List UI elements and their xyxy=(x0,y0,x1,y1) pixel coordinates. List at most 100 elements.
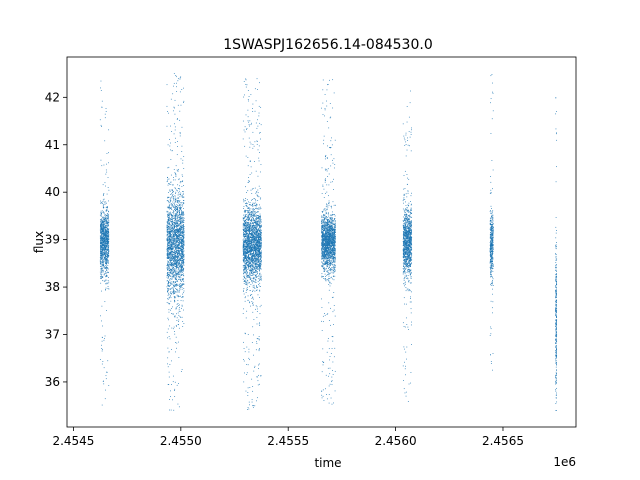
data-point xyxy=(259,206,261,208)
data-point xyxy=(171,251,173,253)
data-point xyxy=(260,258,262,260)
data-point xyxy=(108,249,109,251)
data-point xyxy=(171,246,173,247)
data-point xyxy=(256,204,258,206)
data-point xyxy=(253,271,255,273)
data-point xyxy=(178,202,180,204)
data-point xyxy=(244,209,246,211)
data-point xyxy=(182,238,184,240)
data-point xyxy=(171,259,173,261)
data-point xyxy=(179,132,181,133)
data-point xyxy=(178,188,180,190)
data-point xyxy=(106,262,108,264)
data-point xyxy=(173,275,174,277)
data-point xyxy=(175,336,177,338)
data-point xyxy=(107,260,109,261)
data-point xyxy=(171,253,173,254)
data-point xyxy=(258,285,260,287)
data-point xyxy=(174,292,176,294)
data-point xyxy=(170,183,172,185)
data-point xyxy=(168,239,170,241)
data-point xyxy=(181,287,183,288)
data-point xyxy=(105,229,107,230)
data-point xyxy=(174,266,176,267)
data-point xyxy=(106,222,108,224)
data-point xyxy=(180,224,182,226)
data-point xyxy=(168,258,170,259)
data-point xyxy=(172,221,173,222)
data-point xyxy=(100,315,101,317)
data-point xyxy=(105,246,106,248)
data-point xyxy=(167,252,169,254)
data-point xyxy=(103,247,105,249)
data-point xyxy=(174,113,176,115)
data-point xyxy=(172,220,174,222)
data-point xyxy=(248,227,250,229)
data-point xyxy=(182,211,184,212)
data-point xyxy=(168,248,170,250)
data-point xyxy=(169,278,171,279)
data-point xyxy=(180,246,182,248)
data-point xyxy=(171,223,173,225)
data-point xyxy=(183,242,185,244)
data-point xyxy=(167,144,169,146)
data-point xyxy=(247,225,249,227)
data-point xyxy=(249,245,251,246)
data-point xyxy=(106,242,108,243)
data-point xyxy=(182,296,184,298)
data-point xyxy=(183,224,184,225)
data-point xyxy=(181,257,183,259)
data-point xyxy=(242,257,244,259)
data-point xyxy=(102,229,104,231)
data-point xyxy=(173,316,175,318)
data-point xyxy=(183,323,185,324)
data-point xyxy=(177,256,179,257)
data-point xyxy=(100,215,102,217)
data-point xyxy=(176,290,178,292)
data-point xyxy=(181,217,183,219)
data-point xyxy=(105,236,107,237)
data-point xyxy=(106,223,108,224)
data-point xyxy=(182,226,184,228)
data-point xyxy=(99,228,101,230)
data-point xyxy=(168,232,170,234)
data-point xyxy=(181,247,183,249)
data-point xyxy=(254,278,256,280)
data-point xyxy=(255,235,257,236)
data-point xyxy=(179,231,181,232)
data-point xyxy=(180,266,182,268)
data-point xyxy=(177,200,179,201)
data-point xyxy=(245,283,247,284)
data-point xyxy=(245,262,247,264)
data-point xyxy=(258,241,260,243)
data-point xyxy=(176,288,178,290)
data-point xyxy=(168,270,170,272)
data-point xyxy=(104,233,106,235)
data-point xyxy=(167,278,169,279)
data-point xyxy=(258,258,260,260)
data-point xyxy=(173,250,175,252)
data-point xyxy=(247,230,249,232)
data-point xyxy=(253,277,254,279)
data-point xyxy=(106,208,108,210)
data-point xyxy=(107,220,109,222)
data-point xyxy=(173,235,175,236)
data-point xyxy=(174,198,176,200)
data-point xyxy=(252,217,254,219)
data-point xyxy=(171,236,173,238)
data-point xyxy=(244,94,245,96)
data-point xyxy=(105,223,107,225)
data-point xyxy=(177,241,178,243)
data-point xyxy=(175,272,177,273)
data-point xyxy=(177,220,178,222)
data-point xyxy=(260,239,262,241)
data-point xyxy=(253,261,255,263)
data-point xyxy=(167,237,169,238)
data-point xyxy=(174,225,176,227)
data-point xyxy=(252,259,254,261)
data-point xyxy=(174,233,176,235)
data-point xyxy=(174,316,176,318)
data-point xyxy=(170,261,172,263)
data-point xyxy=(247,240,249,242)
data-point xyxy=(174,237,176,239)
